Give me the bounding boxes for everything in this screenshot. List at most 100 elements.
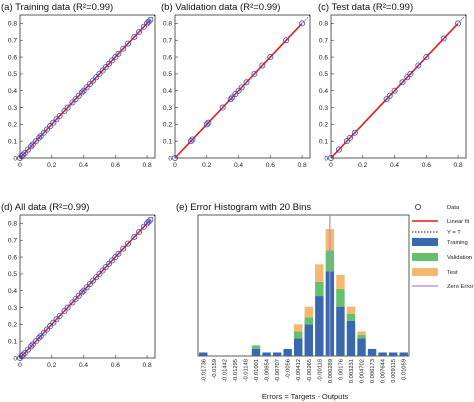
legend-data-label: Data bbox=[447, 205, 460, 211]
histogram-frame bbox=[197, 214, 410, 357]
panel-a-data-point bbox=[78, 89, 85, 96]
panel-b-data-point bbox=[251, 70, 258, 77]
panel-a-data-point bbox=[50, 119, 57, 126]
panel-a-data-point bbox=[24, 146, 31, 153]
histogram-bar-training bbox=[199, 352, 208, 356]
panel-a-data-point bbox=[64, 104, 71, 111]
panel-d-data-point bbox=[24, 346, 31, 353]
histogram-xtick-label: 0.006173 bbox=[370, 359, 376, 383]
histogram-xtick-label: -0.01001 bbox=[254, 359, 260, 382]
histogram-bar-test bbox=[346, 306, 356, 314]
histogram-xtick-label: -0.00118 bbox=[317, 359, 323, 381]
panel-c-data-point bbox=[347, 134, 354, 141]
panel-a-data-point bbox=[93, 74, 100, 81]
histogram-bar-training bbox=[262, 352, 271, 356]
histogram-bar-training bbox=[294, 338, 303, 356]
panel-d-xtick-label: 0.4 bbox=[79, 362, 88, 369]
panel-d-data-point bbox=[90, 277, 97, 284]
panel-c-ytick-label: 0.7 bbox=[319, 38, 328, 45]
histogram-bar-test bbox=[294, 324, 303, 332]
panel-a-data-point bbox=[36, 134, 43, 141]
panel-a-data-point bbox=[28, 143, 35, 150]
panel-b-data-point bbox=[283, 37, 290, 44]
panel-d-data-point bbox=[102, 264, 109, 271]
panel-b-data-point bbox=[203, 121, 210, 128]
panel-a-data-point bbox=[47, 123, 54, 130]
histogram-bar-training bbox=[304, 324, 313, 356]
panel-d-ytick-label: 0.8 bbox=[8, 221, 17, 228]
panel-d-data-point bbox=[80, 287, 87, 294]
panel-d-title: (d) All data (R²=0.99) bbox=[1, 202, 89, 213]
panel-c-data-point bbox=[455, 20, 462, 27]
panel-a-ytick-label: 0 bbox=[13, 155, 17, 162]
histogram-bar-training bbox=[357, 338, 366, 356]
panel-c-data-point bbox=[407, 70, 414, 77]
panel-a-ytick-label: 0.6 bbox=[8, 54, 17, 61]
panel-d-ytick-label: 0.3 bbox=[8, 305, 17, 312]
panel-a-data-point bbox=[56, 112, 63, 119]
histogram-bar-test bbox=[336, 274, 345, 290]
histogram-xtick-label: -0.00265 bbox=[307, 359, 313, 382]
panel-d-data-point bbox=[53, 316, 60, 323]
panel-d-xtick-label: 0.2 bbox=[47, 362, 56, 369]
panel-a-data-point bbox=[37, 133, 44, 140]
histogram-xtick-label: -0.00412 bbox=[296, 359, 302, 382]
panel-c-ytick-label: 0.3 bbox=[319, 105, 328, 112]
panel-d-data-point bbox=[145, 218, 152, 225]
panel-d-data-point bbox=[36, 334, 43, 341]
panel-a-data-point bbox=[102, 64, 109, 71]
panel-a-data-point bbox=[61, 107, 68, 114]
panel-a-title: (a) Training data (R²=0.99) bbox=[1, 2, 113, 13]
panel-a-ytick-label: 0.5 bbox=[8, 71, 17, 78]
panel-c-data-point bbox=[415, 62, 422, 69]
panel-d-data-point bbox=[16, 354, 23, 361]
histogram-bar-test bbox=[357, 331, 366, 335]
panel-b-ytick-label: 0.6 bbox=[163, 54, 172, 61]
legend: Data Linear fit Y = T Training Validatio… bbox=[412, 203, 473, 290]
panel-e-title: (e) Error Histogram with 20 Bins bbox=[176, 202, 311, 213]
panel-d-ytick-label: 0.7 bbox=[8, 238, 17, 245]
histogram-bar-validation bbox=[304, 317, 313, 325]
panel-b-ytick-label: 0.5 bbox=[163, 71, 172, 78]
histogram-bar-validation bbox=[315, 281, 324, 297]
panel-a-ytick-label: 0.3 bbox=[8, 105, 17, 112]
histogram-xtick-label: -0.0159 bbox=[212, 359, 218, 379]
histogram-bar-test bbox=[315, 264, 324, 282]
panel-a-data-point bbox=[144, 20, 151, 27]
panel-b-data-point bbox=[243, 79, 250, 86]
panel-a-data-point bbox=[136, 28, 143, 35]
panel-c-xtick-label: 0 bbox=[329, 162, 333, 169]
panel-b-xtick-label: 0.4 bbox=[234, 162, 243, 169]
panel-a-ytick-label: 0.4 bbox=[8, 88, 17, 95]
panel-d-data-point bbox=[115, 250, 122, 257]
panel-a-data-point bbox=[145, 18, 152, 25]
histogram-xtick-label: 0.009115 bbox=[391, 359, 397, 383]
panel-b-ytick-label: 0.7 bbox=[163, 38, 172, 45]
panel-d-data-point bbox=[136, 228, 143, 235]
histogram-xtick-label: -0.0056 bbox=[286, 359, 292, 379]
panel-d-data-point bbox=[47, 323, 54, 330]
panel-b-fit-line bbox=[174, 22, 303, 159]
panel-d-data-point bbox=[78, 289, 85, 296]
panel-a-data-point bbox=[120, 45, 127, 52]
panel-d-data-point bbox=[29, 341, 36, 348]
histogram-bar-training bbox=[283, 348, 292, 356]
panel-a-data-point bbox=[72, 96, 79, 103]
panel-a-data-point bbox=[96, 70, 103, 77]
panel-c-ytick-label: 0.6 bbox=[319, 54, 328, 61]
panel-b-data-point bbox=[227, 96, 234, 103]
panel-d-data-point bbox=[28, 343, 35, 350]
panel-b-title: (b) Validation data (R²=0.99) bbox=[161, 2, 280, 13]
panel-c-data-point bbox=[383, 96, 390, 103]
panel-b-ytick-label: 0.4 bbox=[163, 88, 172, 95]
panel-c-data-point bbox=[351, 129, 358, 136]
panel-d-xtick-label: 0 bbox=[18, 362, 22, 369]
legend-validation-swatch bbox=[412, 253, 438, 261]
panel-b-data-point bbox=[189, 136, 196, 143]
panel-c-data-point bbox=[404, 74, 411, 81]
panel-a-data-point bbox=[80, 87, 87, 94]
panel-c-data-point bbox=[386, 92, 393, 99]
legend-training-label: Training bbox=[447, 240, 468, 246]
histogram-xtick-label: -0.00707 bbox=[275, 359, 281, 382]
panel-c-ytick-label: 0.8 bbox=[319, 21, 328, 28]
